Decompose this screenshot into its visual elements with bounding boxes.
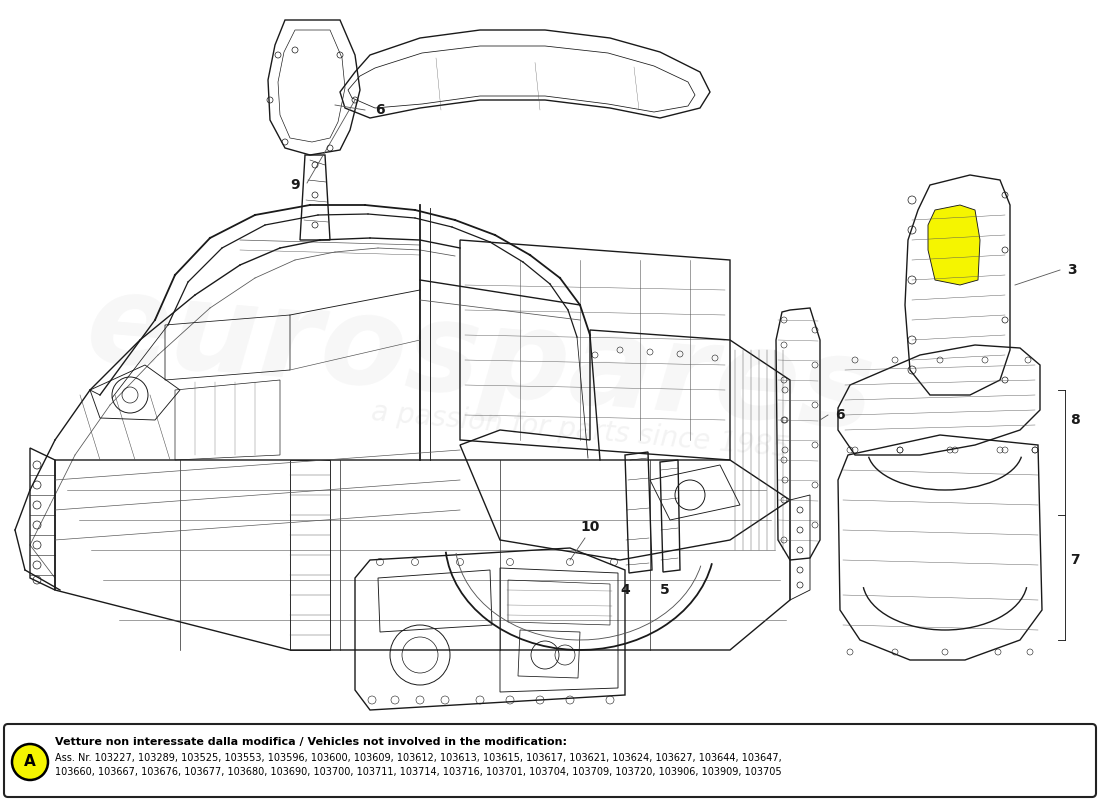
FancyBboxPatch shape <box>4 724 1096 797</box>
Text: Ass. Nr. 103227, 103289, 103525, 103553, 103596, 103600, 103609, 103612, 103613,: Ass. Nr. 103227, 103289, 103525, 103553,… <box>55 753 782 763</box>
Text: 103660, 103667, 103676, 103677, 103680, 103690, 103700, 103711, 103714, 103716, : 103660, 103667, 103676, 103677, 103680, … <box>55 767 782 777</box>
Text: 5: 5 <box>660 583 670 597</box>
Text: Vetture non interessate dalla modifica / Vehicles not involved in the modificati: Vetture non interessate dalla modifica /… <box>55 737 566 747</box>
Text: A: A <box>24 754 36 770</box>
Text: 7: 7 <box>1070 553 1080 567</box>
Text: 8: 8 <box>1070 413 1080 427</box>
Text: a passion for parts since 1985: a passion for parts since 1985 <box>370 398 790 462</box>
Text: 10: 10 <box>581 520 600 534</box>
Text: 6: 6 <box>375 103 385 117</box>
Text: 9: 9 <box>290 178 300 192</box>
Text: 3: 3 <box>1067 263 1077 277</box>
Text: eurospares: eurospares <box>81 266 879 454</box>
Circle shape <box>12 744 48 780</box>
Polygon shape <box>928 205 980 285</box>
Text: 6: 6 <box>835 408 845 422</box>
Text: 4: 4 <box>620 583 630 597</box>
